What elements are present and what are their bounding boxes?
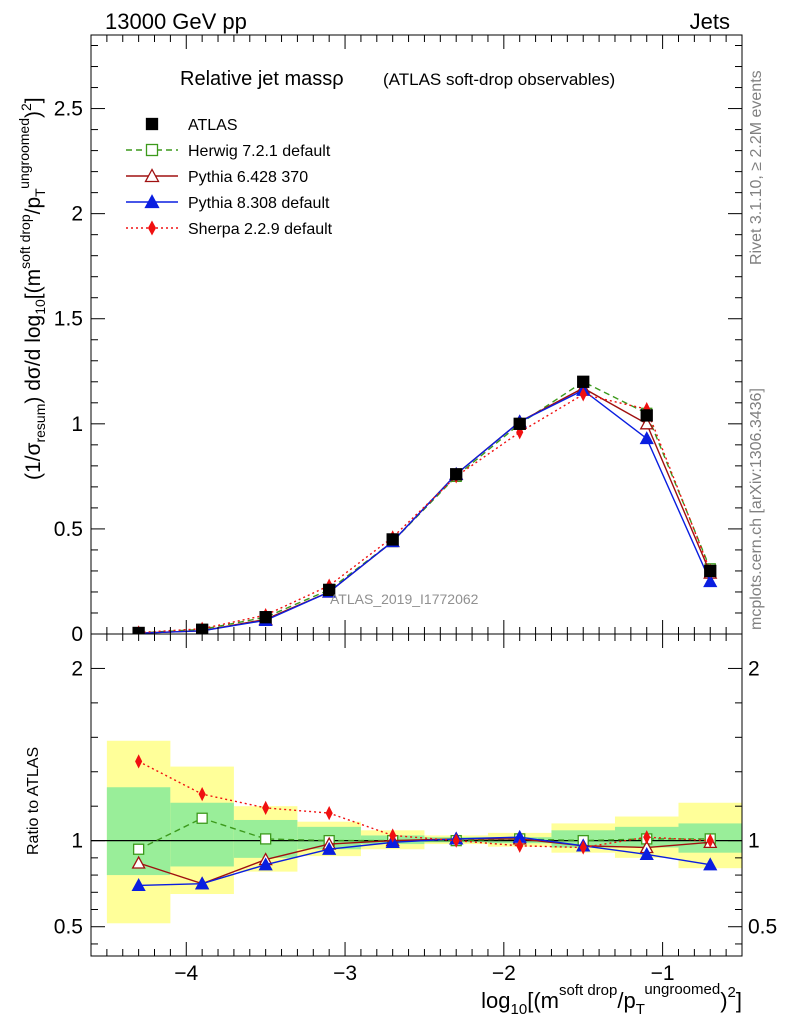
legend-marker: [144, 168, 160, 183]
header-collision-label: 13000 GeV pp: [105, 9, 247, 34]
ratio-data-point: [703, 857, 718, 871]
main-y-tick-label: 0: [71, 623, 83, 646]
ratio-y-axis-label: Ratio to ATLAS: [25, 747, 42, 855]
main-data-point: [639, 431, 654, 445]
ratio-data-point: [258, 857, 273, 871]
ratio-series-line: [138, 836, 711, 887]
ratio-uncertainty-bands: [91, 740, 742, 924]
axis-ticks: [90, 35, 743, 956]
x-axis-label: log10[(msoft drop/pTungroomed)2]: [481, 981, 742, 1018]
main-y-tick-label: 1.5: [54, 308, 83, 331]
ratio-y-tick-label-right: 2: [748, 657, 760, 680]
ratio-data-point: [579, 840, 587, 855]
ratio-data-point: [131, 855, 146, 869]
main-series-line: [138, 389, 711, 634]
main-series-line: [138, 380, 711, 634]
legend-label: Herwig 7.2.1 default: [188, 143, 331, 160]
main-data-point: [703, 574, 718, 588]
ratio-data-point: [325, 805, 333, 821]
legend-label: Pythia 6.428 370: [188, 169, 308, 186]
legend-label: Pythia 8.308 default: [188, 195, 330, 212]
ratio-data-point: [262, 800, 270, 816]
ratio-series-line: [138, 817, 711, 850]
main-data-point: [640, 409, 653, 422]
header-analysis-label: Jets: [690, 9, 730, 34]
axis-tick-labels: −4 −3 −2 −1 0 0.5 1 1.5 2 2.5 0.5 0.5 1 1 2 2: [54, 98, 777, 985]
ratio-data-point: [389, 828, 397, 843]
legend-label: ATLAS: [188, 117, 238, 134]
side-rivet-label: Rivet 3.1.10, ≥ 2.2M events: [748, 70, 765, 265]
ratio-data-point: [132, 843, 145, 855]
ratio-series-line: [138, 838, 711, 885]
main-data-point: [639, 416, 654, 430]
legend-marker: [144, 194, 160, 209]
side-mcplots-label: mcplots.cern.ch [arXiv:1306.3436]: [748, 388, 765, 630]
ratio-data-point: [260, 833, 272, 845]
ratio-data-point: [131, 878, 146, 892]
legend: ATLAS Herwig 7.2.1 default Pythia 6.428 37…: [126, 117, 333, 238]
analysis-watermark: ATLAS_2019_I1772062: [330, 591, 479, 607]
legend-label: Sherpa 2.2.9 default: [188, 221, 333, 238]
ratio-plot-frame: [90, 633, 743, 957]
main-y-tick-label: 2: [71, 203, 83, 226]
x-tick-label: −2: [492, 962, 516, 985]
x-tick-label: −3: [333, 962, 357, 985]
ratio-plot-series: [131, 754, 718, 892]
ratio-y-tick-label: 2: [71, 657, 83, 680]
main-series-line: [138, 393, 711, 634]
main-data-point: [386, 533, 399, 546]
main-data-point: [577, 375, 590, 388]
ratio-y-tick-label-right: 1: [748, 830, 760, 853]
ratio-data-point: [196, 812, 208, 824]
main-data-point: [579, 387, 587, 402]
ratio-data-point: [643, 830, 651, 845]
main-data-point: [259, 611, 272, 624]
x-tick-label: −1: [651, 962, 675, 985]
ratio-data-point: [195, 876, 210, 890]
ratio-band-inner: [170, 802, 234, 867]
plot-title-sub: (ATLAS soft-drop observables): [383, 70, 615, 89]
ratio-series-line: [138, 760, 711, 849]
main-y-tick-label: 0.5: [54, 518, 83, 541]
main-data-point: [704, 564, 717, 578]
main-data-point: [323, 583, 336, 597]
ratio-data-point: [452, 833, 460, 848]
plot-title-main: Relative jet massρ: [180, 68, 344, 90]
main-y-tick-label: 2.5: [54, 98, 83, 121]
ratio-data-point: [706, 833, 714, 848]
plot-title: Relative jet massρ (ATLAS soft-drop obse…: [180, 68, 615, 90]
ratio-data-point: [639, 847, 654, 861]
x-tick-label: −4: [174, 962, 198, 985]
legend-marker: [145, 143, 159, 157]
ratio-data-point: [516, 838, 524, 853]
legend-marker: [147, 220, 157, 236]
ratio-data-point: [135, 754, 143, 769]
ratio-y-tick-label-right: 0.5: [748, 916, 777, 939]
main-plot-series: [132, 375, 718, 634]
main-data-point: [450, 468, 463, 481]
main-y-tick-label: 1: [71, 413, 83, 436]
ratio-data-point: [322, 841, 337, 855]
ratio-y-tick-label: 0.5: [54, 916, 83, 939]
main-data-point: [513, 417, 526, 430]
main-y-axis-label: (1/σresum) dσ/d log10[(msoft drop/pTungr…: [16, 97, 48, 480]
ratio-data-point: [198, 787, 206, 802]
ratio-y-tick-label: 1: [71, 830, 83, 853]
legend-marker: [145, 117, 159, 131]
